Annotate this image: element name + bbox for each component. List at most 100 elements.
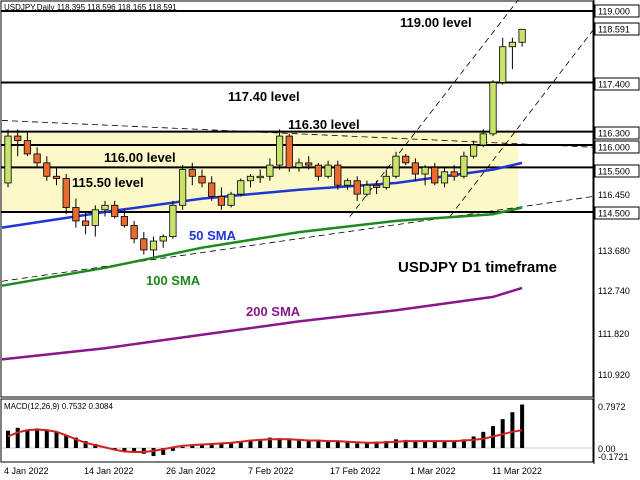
price-tick: 116.450 [598,190,630,200]
macd-histogram-bar [258,439,263,448]
macd-histogram-bar [73,437,78,448]
macd-histogram-bar [403,439,408,448]
price-box-label: 116.300 [598,129,630,139]
macd-histogram-bar [122,448,127,452]
candle-body [460,155,468,177]
macd-histogram-bar [345,442,350,448]
candle-body [198,175,206,184]
macd-histogram-bar [267,437,272,448]
candle-body [275,135,284,166]
macd-histogram-bar [15,427,20,448]
candle-body [499,46,507,83]
candle-body [178,169,187,206]
candle-body [431,166,439,184]
macd-histogram-bar [161,448,166,455]
candle-body [256,175,264,179]
macd-histogram-bar [471,436,476,448]
candle-body [91,209,99,226]
macd-histogram-bar [335,441,340,448]
macd-tick: 0.00 [598,444,616,454]
price-box [594,22,640,36]
candle-body [353,180,361,195]
candle-body [334,164,342,186]
macd-histogram-bar [141,448,146,454]
candle-body [402,155,410,164]
price-box [594,140,640,154]
date-tick: 1 Mar 2022 [410,466,456,476]
macd-histogram-bar [219,443,224,448]
label-100-sma: 100 SMA [146,273,201,288]
macd-histogram-bar [132,448,137,453]
macd-histogram-bar [44,430,49,448]
candle-body [246,175,255,182]
trend-lines [1,0,595,282]
candle-body [227,193,235,206]
price-box-label: 118.591 [598,25,630,35]
price-box-label: 117.400 [598,80,630,90]
macd-plot [1,404,593,457]
candle-body [508,41,517,48]
macd-histogram-bar [364,442,369,448]
macd-histogram-bar [394,439,398,448]
candle-body [469,144,478,157]
macd-histogram-bar [35,428,40,448]
candle-body [217,195,225,206]
price-box [594,126,640,140]
candle-body [149,240,158,251]
candle-body [314,164,323,177]
candle-body [23,140,32,155]
candle-body [324,164,332,177]
sma-line [1,206,523,287]
candle-body [392,155,400,177]
candle-body [343,180,352,186]
chart-header: USDJPY,Daily 118.395 118.596 118.165 118… [4,3,177,12]
macd-histogram-bar [64,435,69,448]
macd-histogram-bar [520,404,525,448]
candle-body [169,204,177,237]
macd-histogram-bar [442,441,447,448]
candle-body [188,169,196,177]
macd-histogram-bar [355,443,360,448]
macd-histogram-bar [180,446,185,448]
candle-body [111,204,119,217]
macd-histogram-bar [432,441,437,448]
price-box [594,4,640,18]
price-box-label: 115.500 [598,167,630,177]
candle-body [120,216,128,226]
candle-body [518,28,526,43]
sma-line [1,286,523,361]
candle-body [33,153,41,164]
macd-histogram-bar [306,440,311,448]
price-box-label: 114.500 [598,209,630,219]
candle-body [295,162,303,168]
macd-histogram-bar [423,441,428,448]
macd-signal-line [7,428,523,453]
date-tick: 7 Feb 2022 [248,466,294,476]
macd-histogram-bar [238,441,243,448]
price-tick: 110.920 [598,370,630,380]
macd-histogram-bar [170,448,175,451]
label-200-sma: 200 SMA [246,304,301,319]
candle-body [382,175,390,188]
date-tick: 26 Jan 2022 [166,466,216,476]
macd-histogram-bar [297,439,301,448]
label-116-00-level: 116.00 level [104,150,176,165]
macd-histogram-bar [54,432,59,448]
macd-histogram-bar [326,440,331,448]
candle-body [14,135,22,141]
candle-body [450,171,458,177]
price-tick: 113.680 [598,246,630,256]
candle-body [4,135,12,184]
label-116-30-level: 116.30 level [288,117,360,132]
candle-body [159,236,167,242]
candle-body [479,133,487,146]
candle-body [421,166,429,175]
candle-body [52,175,61,179]
candle-body [411,162,420,175]
macd-histogram-bar [316,441,321,448]
macd-histogram-bar [25,430,30,448]
price-level-boxes: 119.000 118.591 117.400 116.300 116.000 115.5… [594,4,640,220]
label-119-level: 119.00 level [400,15,472,30]
candle-body [43,162,51,177]
